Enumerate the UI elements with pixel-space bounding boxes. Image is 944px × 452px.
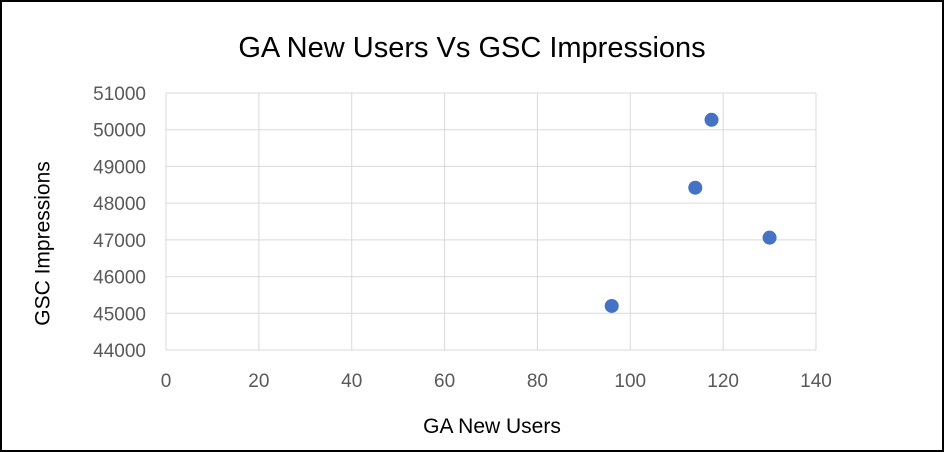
- x-tick-label: 0: [161, 371, 172, 392]
- x-tick-label: 60: [434, 371, 455, 392]
- data-point: [688, 180, 703, 195]
- x-tick-label: 120: [707, 371, 739, 392]
- x-axis-ticks: 0 20 40 60 80 100 120 140: [161, 371, 832, 392]
- y-tick-label: 48000: [93, 194, 146, 215]
- y-tick-label: 50000: [93, 121, 146, 142]
- y-tick-label: 47000: [93, 231, 146, 252]
- x-tick-label: 80: [527, 371, 548, 392]
- gridlines: [165, 92, 817, 351]
- y-axis-ticks: 44000 45000 46000 47000 48000 49000 50000 51000: [93, 84, 146, 362]
- x-axis-title: GA New Users: [423, 415, 561, 438]
- y-tick-label: 51000: [93, 84, 146, 105]
- x-tick-label: 100: [614, 371, 646, 392]
- y-tick-label: 46000: [93, 268, 146, 289]
- data-points: [604, 112, 777, 313]
- y-axis-title: GSC Impressions: [32, 161, 55, 326]
- y-tick-label: 49000: [93, 157, 146, 178]
- x-tick-label: 140: [800, 371, 832, 392]
- data-point: [762, 230, 777, 245]
- x-tick-label: 40: [341, 371, 362, 392]
- chart-title: GA New Users Vs GSC Impressions: [238, 32, 705, 64]
- x-tick-label: 20: [248, 371, 269, 392]
- data-point: [604, 298, 619, 313]
- y-tick-label: 45000: [93, 304, 146, 325]
- data-point: [704, 112, 719, 127]
- y-tick-label: 44000: [93, 341, 146, 362]
